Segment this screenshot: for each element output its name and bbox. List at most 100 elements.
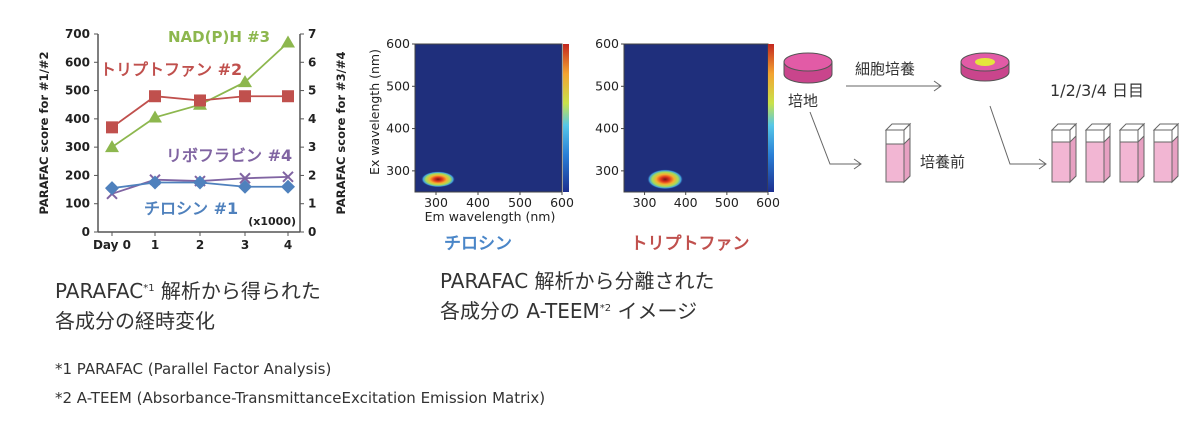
heatmap-y-tick-label: 400 — [386, 121, 410, 136]
heatmap-y-tick-label: 500 — [386, 78, 410, 93]
left-tick-label: 0 — [82, 225, 90, 239]
heatmap-x-tick-label: 600 — [756, 195, 780, 210]
heatmap-tyrosine: 300 400 500 600 300 400 500 600 Ex wavelength … — [367, 36, 574, 254]
right-tick-label: 7 — [308, 27, 316, 41]
right-tick-label: 2 — [308, 168, 316, 182]
heatmap-tryptophan-y-ticks: 300 400 500 600 — [595, 36, 624, 178]
right-tick-label: 0 — [308, 225, 316, 239]
before-arrowhead — [853, 158, 862, 170]
data-point-3 — [281, 179, 295, 194]
left-tick-label: 500 — [65, 84, 90, 98]
before-tube-icon — [884, 122, 912, 184]
heatmap-tryptophan-x-ticks: 300 400 500 600 — [633, 192, 780, 210]
heatmap-tyrosine-plot — [414, 43, 563, 193]
scale-note: (x1000) — [248, 215, 296, 228]
x-tick-label: Day 0 — [93, 238, 131, 252]
cultured-dish-icon — [960, 52, 1010, 82]
right-tick-label: 4 — [308, 112, 316, 126]
heatmap-tyrosine-title: チロシン — [444, 234, 512, 254]
left-tick-label: 600 — [65, 55, 90, 69]
heatmap-tryptophan-colorbar — [768, 44, 774, 192]
heatmap-tyrosine-colorbar — [563, 44, 569, 192]
medium-dish-icon — [783, 52, 833, 84]
x-ticks: Day 0 1 2 3 4 — [93, 232, 292, 252]
data-point-1 — [239, 90, 251, 103]
day-tube-icon — [1084, 122, 1112, 184]
x-tick-label: 2 — [196, 238, 204, 252]
heatmap-x-tick-label: 600 — [550, 195, 574, 210]
right-y-ticks: 0 1 2 3 4 5 6 7 — [300, 27, 316, 239]
data-point-3 — [148, 175, 162, 190]
right-tick-label: 3 — [308, 140, 316, 154]
data-point-2 — [239, 172, 251, 184]
heatmap-x-tick-label: 500 — [715, 195, 739, 210]
eem-panel: 300 400 500 600 300 400 500 600 Ex wavelength … — [367, 36, 780, 254]
medium-label: 培地 — [788, 92, 818, 110]
culture-diagram: 培地 細胞培養 培養前 1/2/3/4 日目 — [783, 52, 1180, 184]
culture-label: 細胞培養 — [855, 60, 915, 78]
heatmap-x-tick-label: 300 — [633, 195, 657, 210]
data-point-3 — [105, 181, 119, 196]
heatmap-x-tick-label: 500 — [508, 195, 532, 210]
heatmap-tryptophan-plot — [623, 43, 769, 193]
heatmap-y-tick-label: 600 — [386, 36, 410, 51]
data-point-0 — [238, 75, 252, 88]
data-point-3 — [193, 175, 207, 190]
data-point-1 — [149, 90, 161, 103]
right-y-axis-label: PARAFAC score for #3/#4 — [334, 52, 348, 215]
data-point-2 — [282, 171, 294, 183]
data-point-3 — [238, 179, 252, 194]
heatmap-x-tick-label: 300 — [424, 195, 448, 210]
data-point-0 — [148, 110, 162, 123]
x-tick-label: 1 — [151, 238, 159, 252]
heatmap-y-tick-label: 300 — [595, 163, 619, 178]
left-tick-label: 100 — [65, 197, 90, 211]
culture-arrowhead — [933, 80, 942, 92]
line-chart-axes — [97, 34, 301, 233]
heatmap-tyrosine-peak — [421, 171, 456, 188]
data-point-1 — [282, 90, 294, 103]
day-tubes — [1050, 122, 1180, 184]
series-label-riboflavin: リボフラビン #4 — [166, 146, 292, 165]
left-tick-label: 300 — [65, 140, 90, 154]
eem-caption: PARAFAC 解析から分離された 各成分の A-TEEM*2 イメージ — [440, 266, 715, 326]
heatmap-y-tick-label: 400 — [595, 121, 619, 136]
data-point-0 — [281, 35, 295, 48]
heatmap-y-axis-label: Ex wavelength (nm) — [367, 49, 382, 175]
before-label: 培養前 — [920, 153, 965, 171]
left-tick-label: 200 — [65, 168, 90, 182]
footnote-2: *2 A-TEEM (Absorbance-TransmittanceExcit… — [55, 389, 546, 407]
heatmap-y-tick-label: 500 — [595, 78, 619, 93]
data-point-1 — [194, 94, 206, 107]
heatmap-y-tick-label: 300 — [386, 163, 410, 178]
series-label-tryptophan: トリプトファン #2 — [100, 60, 242, 79]
eem-caption-line1: PARAFAC 解析から分離された — [440, 269, 715, 293]
x-tick-label: 4 — [284, 238, 292, 252]
series-label-tyrosine: チロシン #1 — [144, 199, 238, 218]
right-tick-label: 5 — [308, 84, 316, 98]
day-tube-icon — [1050, 122, 1078, 184]
chart-caption: PARAFAC*1 解析から得られた 各成分の経時変化 — [55, 276, 321, 336]
data-point-0 — [105, 140, 119, 153]
heatmap-tryptophan: 300 400 500 600 300 400 500 600 トリプトファン — [595, 36, 780, 254]
day-tube-icon — [1118, 122, 1146, 184]
heatmap-x-tick-label: 400 — [466, 195, 490, 210]
left-tick-label: 700 — [65, 27, 90, 41]
heatmap-y-tick-label: 600 — [595, 36, 619, 51]
day-tube-icon — [1152, 122, 1180, 184]
x-tick-label: 3 — [241, 238, 249, 252]
heatmap-tryptophan-peak — [647, 169, 684, 190]
eem-caption-line2: 各成分の A-TEEM*2 イメージ — [440, 299, 698, 323]
heatmap-tyrosine-x-ticks: 300 400 500 600 — [424, 192, 574, 210]
heatmap-x-tick-label: 400 — [674, 195, 698, 210]
chart-caption-line1: PARAFAC*1 解析から得られた — [55, 279, 321, 303]
heatmap-x-axis-label: Em wavelength (nm) — [425, 209, 556, 224]
days-label: 1/2/3/4 日目 — [1050, 81, 1144, 100]
days-arrow — [989, 105, 1045, 165]
heatmap-tryptophan-title: トリプトファン — [631, 233, 750, 254]
days-arrowhead — [1038, 158, 1047, 170]
heatmap-tyrosine-y-ticks: 300 400 500 600 — [386, 36, 415, 178]
line-chart: 0 100 200 300 400 500 600 700 0 1 2 3 4 5 6 7 Day 0 1 2 3… — [37, 27, 348, 252]
before-arrow — [809, 111, 860, 165]
chart-caption-line2: 各成分の経時変化 — [55, 309, 215, 333]
